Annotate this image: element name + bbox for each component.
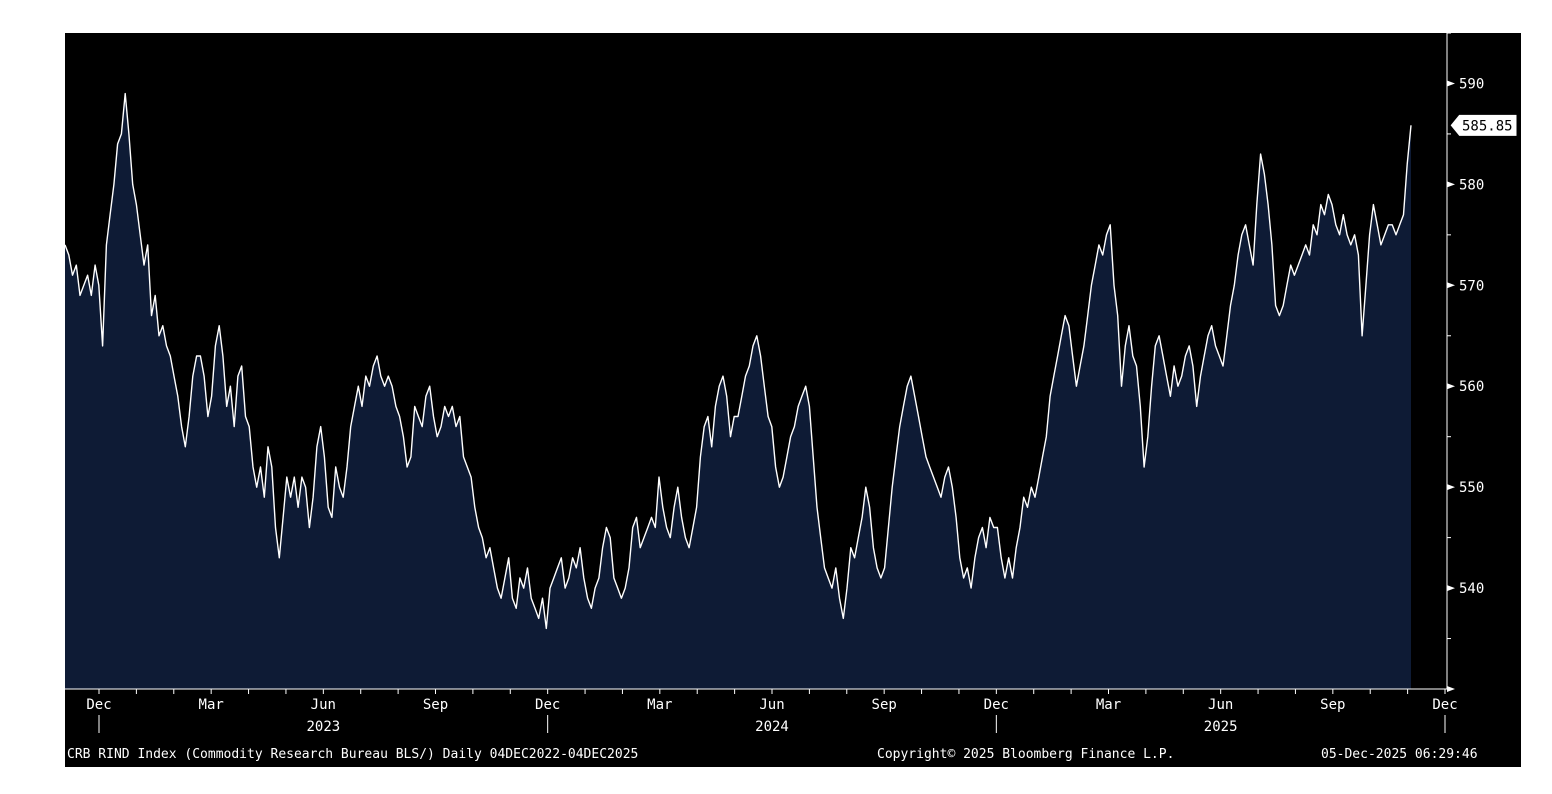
x-tick-label: Sep	[872, 697, 897, 713]
x-tick-label: Jun	[311, 697, 336, 713]
last-value-label: 585.85	[1462, 118, 1513, 134]
crb-rind-chart: 540 550 560 570 580 590 585.85 Dec Mar Jun Sep Dec M…	[65, 33, 1518, 735]
x-tick-label: Mar	[647, 697, 672, 713]
y-tick-mark	[1447, 585, 1455, 592]
footer-timestamp: 05-Dec-2025 06:29:46	[1321, 747, 1478, 762]
y-tick-mark	[1447, 282, 1455, 289]
y-axis-bottom-marker	[1447, 686, 1455, 692]
chart-panel: 540 550 560 570 580 590 585.85 Dec Mar Jun Sep Dec M…	[65, 33, 1521, 767]
x-tick-label: Jun	[1208, 697, 1233, 713]
x-tick-label: Mar	[1096, 697, 1121, 713]
y-tick-label: 570	[1459, 278, 1484, 294]
x-year-label: 2024	[755, 719, 789, 735]
x-tick-label: Mar	[199, 697, 224, 713]
x-tick-label: Sep	[1320, 697, 1345, 713]
y-tick-label: 550	[1459, 480, 1484, 496]
series-line	[65, 92, 1412, 630]
footer-index-description: CRB RIND Index (Commodity Research Burea…	[67, 747, 639, 762]
x-tick-label: Dec	[535, 697, 560, 713]
footer-copyright: Copyright© 2025 Bloomberg Finance L.P.	[877, 747, 1175, 762]
x-tick-label: Sep	[423, 697, 448, 713]
x-tick-label: Dec	[86, 697, 111, 713]
x-year-label: 2025	[1204, 719, 1238, 735]
y-tick-label: 580	[1459, 177, 1484, 193]
y-tick-mark	[1447, 484, 1455, 491]
y-tick-label: 560	[1459, 379, 1484, 395]
series-area	[65, 93, 1411, 690]
x-year-label: 2023	[306, 719, 340, 735]
y-tick-label: 540	[1459, 581, 1484, 597]
x-tick-label: Dec	[1432, 697, 1457, 713]
y-tick-label: 590	[1459, 76, 1484, 92]
last-value-box	[1449, 113, 1518, 137]
y-tick-mark	[1447, 383, 1455, 390]
y-tick-mark	[1447, 181, 1455, 188]
y-tick-mark	[1447, 80, 1455, 87]
x-tick-label: Jun	[759, 697, 784, 713]
x-tick-label: Dec	[984, 697, 1009, 713]
